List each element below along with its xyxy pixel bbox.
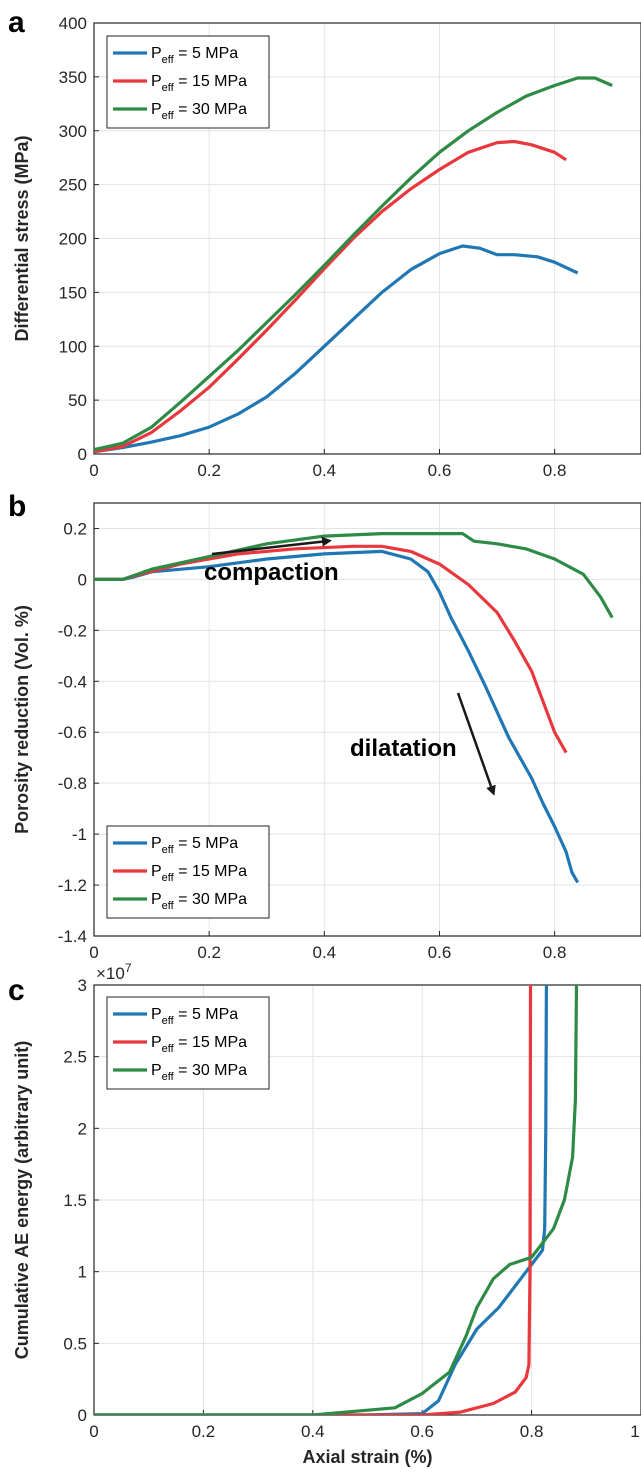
series-line-15mpa: [94, 139, 567, 454]
panel-letter: a: [8, 6, 25, 39]
legend-label: Peff = 30 MPa: [151, 1062, 247, 1083]
series-line-30mpa: [94, 532, 614, 619]
panel-a: a 0 0.2 0.4 0.6 0.8 0 50 100 150 200 250 300 350 400 Di…: [8, 6, 641, 480]
panel-b: b 0 0.2 0.4 0.6 0.8 0.2 0 -0.2 -0.4 -0.6 -0.8 -1 -1.2…: [8, 490, 641, 962]
compaction-arrow: [211, 536, 332, 556]
series-line-30mpa: [94, 76, 613, 452]
y-tick-label: 1: [78, 1263, 87, 1282]
legend-label: Peff = 5 MPa: [151, 45, 238, 66]
panel-letter: c: [8, 974, 25, 1007]
y-tick-label: 200: [59, 230, 87, 249]
x-tick-label: 0.6: [428, 461, 452, 480]
y-axis-label: Porosity reduction (Vol. %): [12, 605, 32, 834]
y-tick-label: 350: [59, 68, 87, 87]
x-tick-label: 0.4: [312, 943, 336, 962]
y-tick-label: 2: [78, 1119, 87, 1138]
y-multiplier-label: ×107: [96, 961, 132, 983]
y-tick-label: 2.5: [63, 1048, 87, 1067]
y-tick-label: 150: [59, 283, 87, 302]
x-tick-label: 0.6: [410, 1422, 434, 1441]
y-tick-label: -1.2: [58, 876, 87, 895]
x-tick-label: 0.8: [520, 1422, 544, 1441]
x-tick-label: 0.4: [312, 461, 336, 480]
series-line-15mpa: [94, 544, 568, 754]
y-tick-label: 0.5: [63, 1334, 87, 1353]
compaction-label: compaction: [204, 559, 339, 586]
x-tick-label: 0.2: [197, 461, 221, 480]
x-tick-label: 0.4: [301, 1422, 325, 1441]
legend-label: Peff = 30 MPa: [151, 891, 247, 912]
y-tick-label: 0: [78, 1406, 87, 1425]
y-tick-label: 0: [78, 570, 87, 589]
legend: Peff = 5 MPa Peff = 15 MPa Peff = 30 MPa: [106, 996, 270, 1090]
y-tick-label: 3: [78, 976, 87, 995]
legend: Peff = 5 MPa Peff = 15 MPa Peff = 30 MPa: [106, 825, 270, 919]
x-tick-label: 0.6: [428, 943, 452, 962]
y-tick-label: 100: [59, 337, 87, 356]
y-tick-label: 250: [59, 176, 87, 195]
series-line-5mpa: [94, 244, 579, 454]
y-axis-label: Cumulative AE energy (arbitrary unit): [12, 1041, 32, 1359]
y-tick-label: 0.2: [63, 519, 87, 538]
y-tick-label: -0.6: [58, 723, 87, 742]
y-tick-label: -0.4: [58, 672, 87, 691]
panel-c: c 0 0.2 0.4 0.6 0.8 1 0 0.5 1 1.5 2 2.5 3 Cumulative A…: [8, 961, 641, 1467]
x-tick-label: 0.8: [543, 461, 567, 480]
legend: Peff = 5 MPa Peff = 15 MPa Peff = 30 MPa: [106, 35, 270, 129]
y-tick-label: 50: [68, 391, 87, 410]
x-tick-label: 0.2: [192, 1422, 216, 1441]
x-tick-label: 0.2: [197, 943, 221, 962]
series-line-5mpa: [94, 549, 580, 884]
x-axis-label: Axial strain (%): [302, 1447, 432, 1467]
y-axis-label: Differential stress (MPa): [12, 135, 32, 341]
dilatation-arrow: [456, 692, 496, 796]
x-tick-label: 0: [89, 1422, 98, 1441]
y-tick-label: -1.4: [58, 927, 87, 946]
y-tick-label: -1: [72, 825, 87, 844]
y-tick-label: 1.5: [63, 1191, 87, 1210]
legend-label: Peff = 30 MPa: [151, 101, 247, 122]
y-tick-label: -0.8: [58, 774, 87, 793]
series-line-15mpa: [94, 984, 533, 1415]
x-tick-label: 0: [89, 461, 98, 480]
legend-label: Peff = 15 MPa: [151, 1034, 247, 1055]
panel-letter: b: [8, 490, 26, 523]
dilatation-label: dilatation: [350, 735, 457, 762]
x-tick-label: 0: [89, 943, 98, 962]
series-line-30mpa: [94, 984, 579, 1415]
x-tick-label: 1: [630, 1422, 639, 1441]
y-tick-label: -0.2: [58, 621, 87, 640]
y-tick-label: 300: [59, 122, 87, 141]
x-tick-label: 0.8: [543, 943, 567, 962]
legend-label: Peff = 5 MPa: [151, 1006, 238, 1027]
axes-box: [93, 502, 641, 937]
legend-label: Peff = 15 MPa: [151, 863, 247, 884]
y-tick-label: 0: [78, 445, 87, 464]
legend-label: Peff = 15 MPa: [151, 73, 247, 94]
legend-label: Peff = 5 MPa: [151, 835, 238, 856]
y-tick-label: 400: [59, 14, 87, 33]
y-multiplier-exponent: 7: [125, 961, 132, 975]
